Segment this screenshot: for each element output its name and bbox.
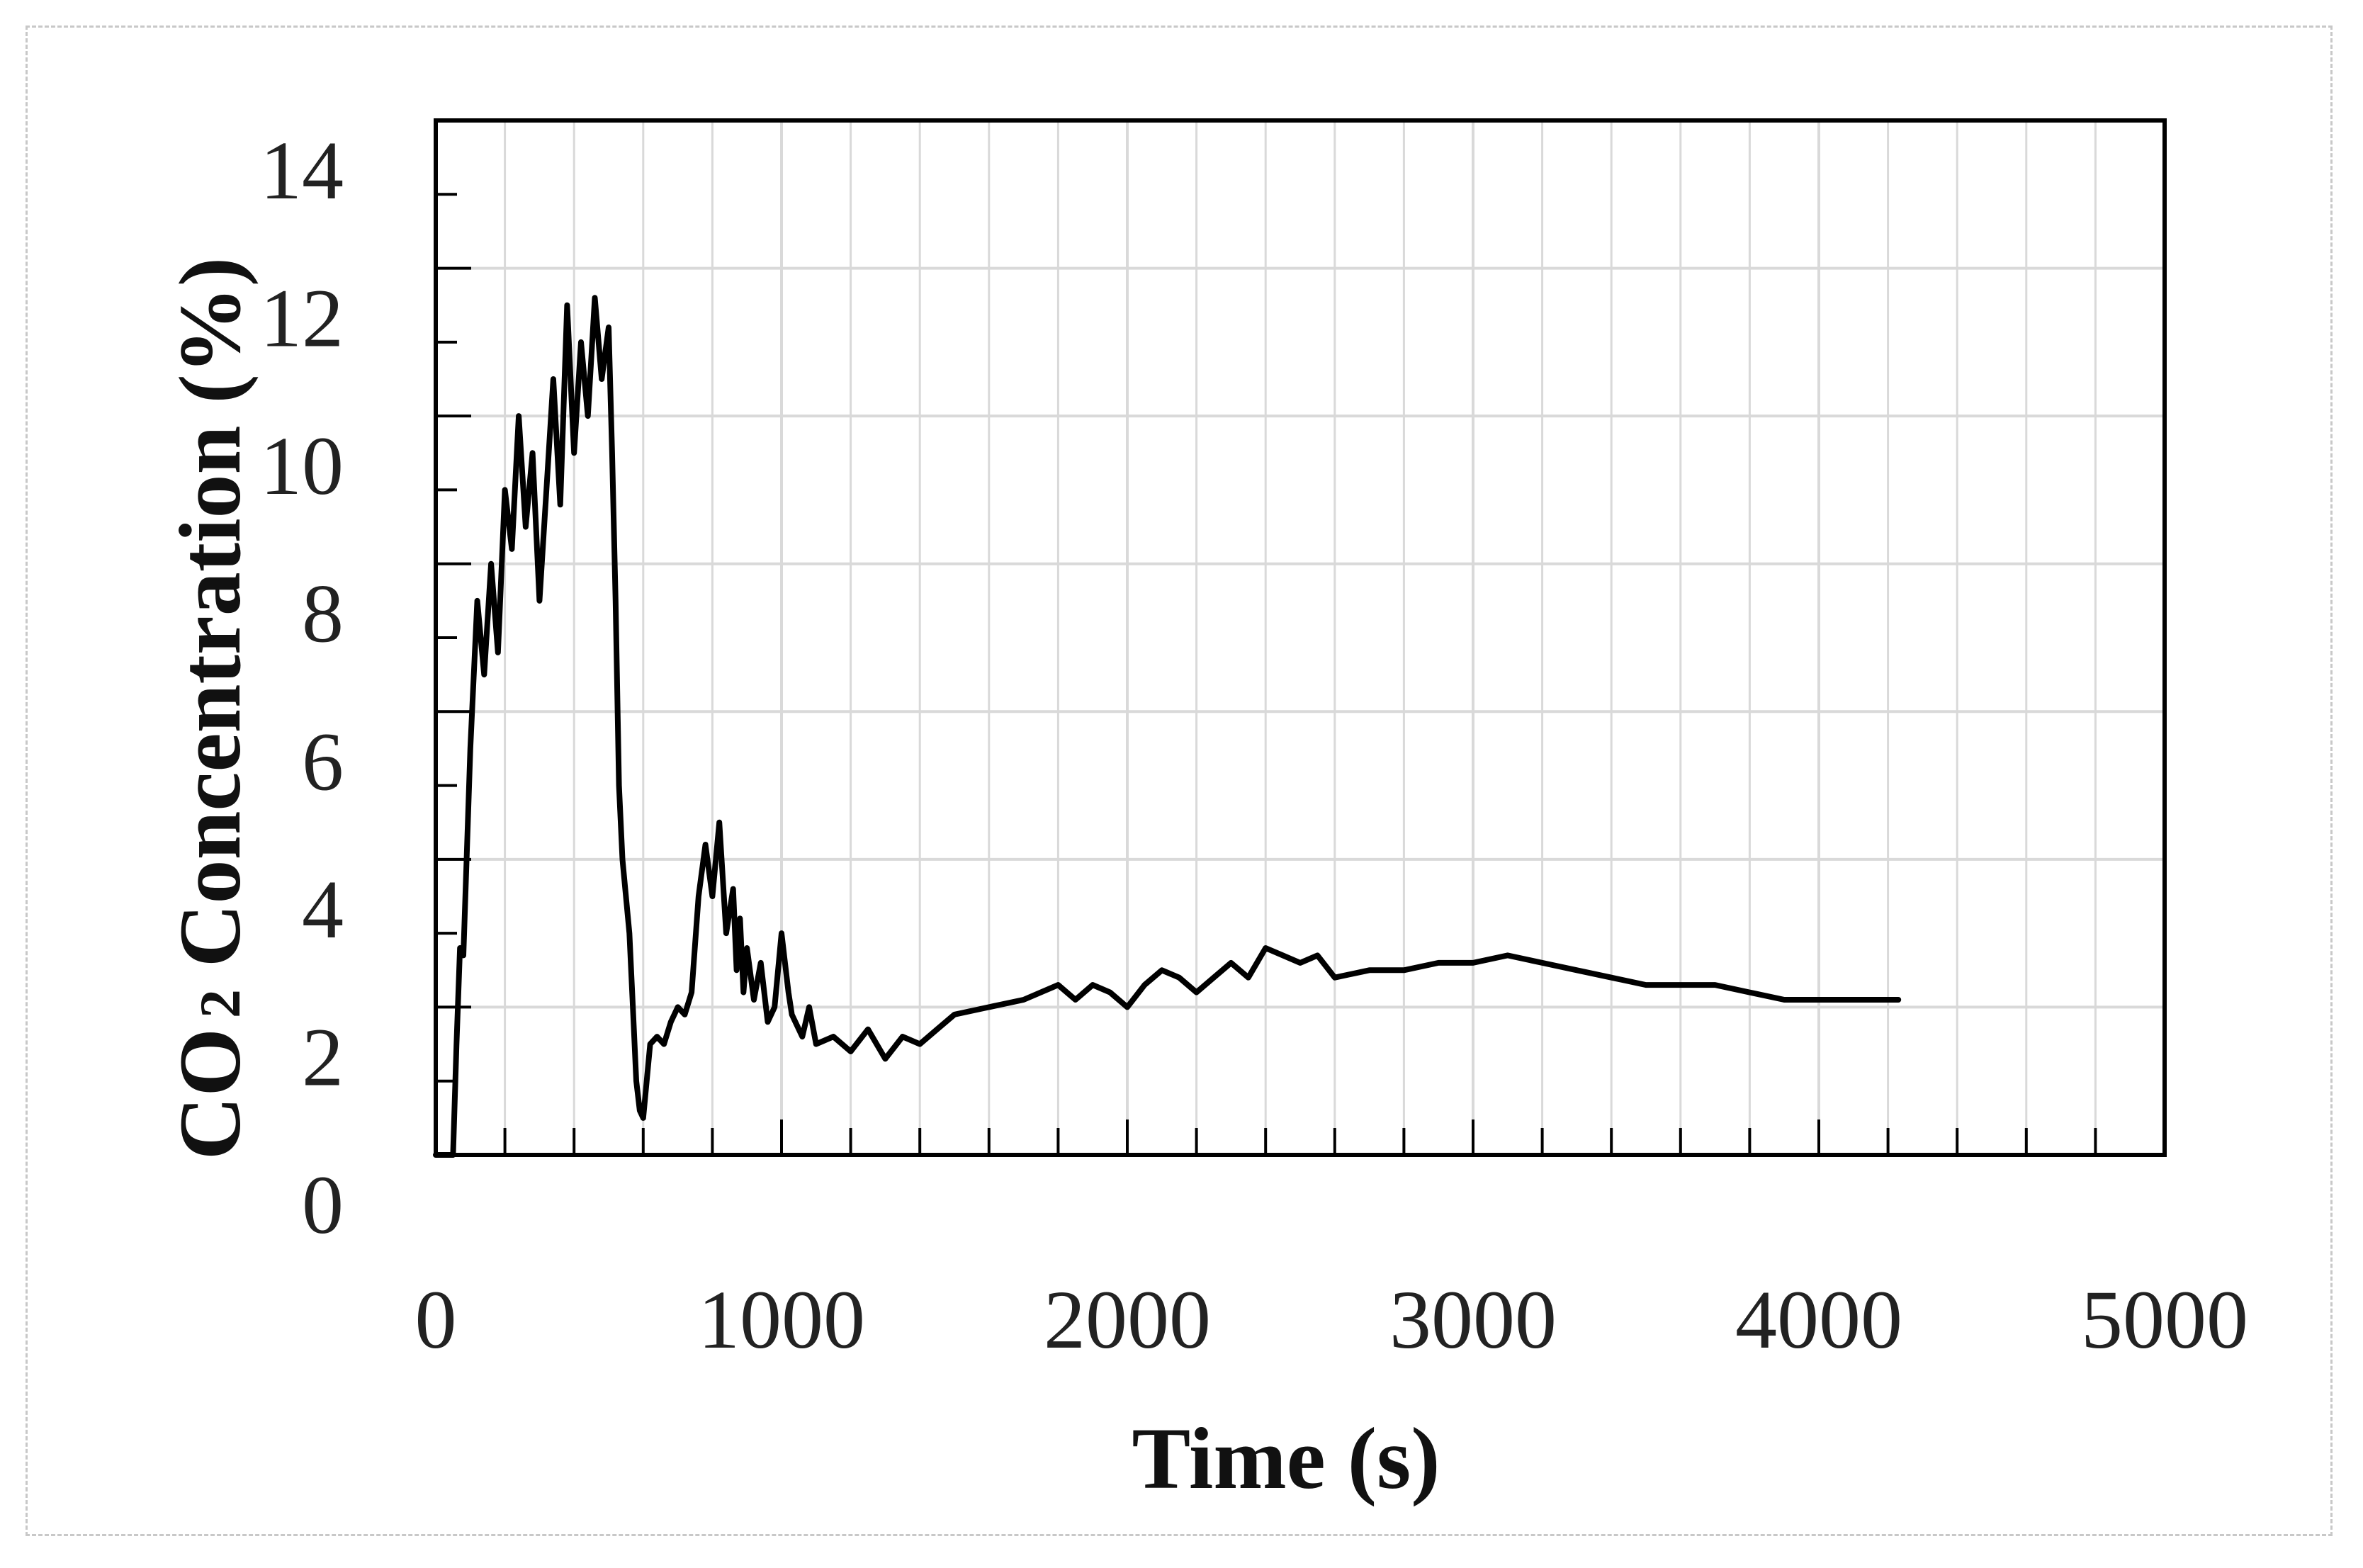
- axis-ticks: [434, 119, 2166, 1156]
- page-frame: [26, 26, 2333, 1536]
- series-line-co2: [433, 295, 1902, 1158]
- y-tick-label: 14: [260, 124, 344, 217]
- y-tick-label: 0: [302, 1158, 344, 1251]
- x-tick-label: 5000: [2081, 1273, 2248, 1366]
- x-axis-title: Time (s): [1132, 1410, 1440, 1507]
- y-axis-title: CO 2 Concentration (%): [162, 257, 259, 1160]
- y-tick-label: 10: [260, 419, 344, 512]
- grid: [436, 120, 2165, 1155]
- y-tick-label: 2: [302, 1010, 344, 1103]
- y-tick-label: 4: [302, 863, 344, 956]
- y-axis-title-subscript: 2: [188, 989, 252, 1018]
- y-axis-title-main: CO: [162, 1028, 259, 1160]
- x-tick-label: 2000: [1044, 1273, 1211, 1366]
- x-tick-label: 1000: [698, 1273, 865, 1366]
- y-tick-label: 6: [302, 715, 344, 808]
- x-tick-label: 0: [415, 1273, 457, 1366]
- x-tick-label: 3000: [1389, 1273, 1557, 1366]
- y-tick-label: 8: [302, 568, 344, 660]
- y-tick-label: 12: [260, 272, 344, 365]
- y-tick-labels: 0 2 4 6 8 10 12 14: [260, 124, 344, 1251]
- y-axis-title-rest: Concentration (%): [162, 257, 259, 989]
- x-tick-labels: 0 1000 2000 3000 4000 5000: [415, 1273, 2249, 1366]
- x-tick-label: 4000: [1735, 1273, 1902, 1366]
- plot-area-border: [434, 118, 2167, 1157]
